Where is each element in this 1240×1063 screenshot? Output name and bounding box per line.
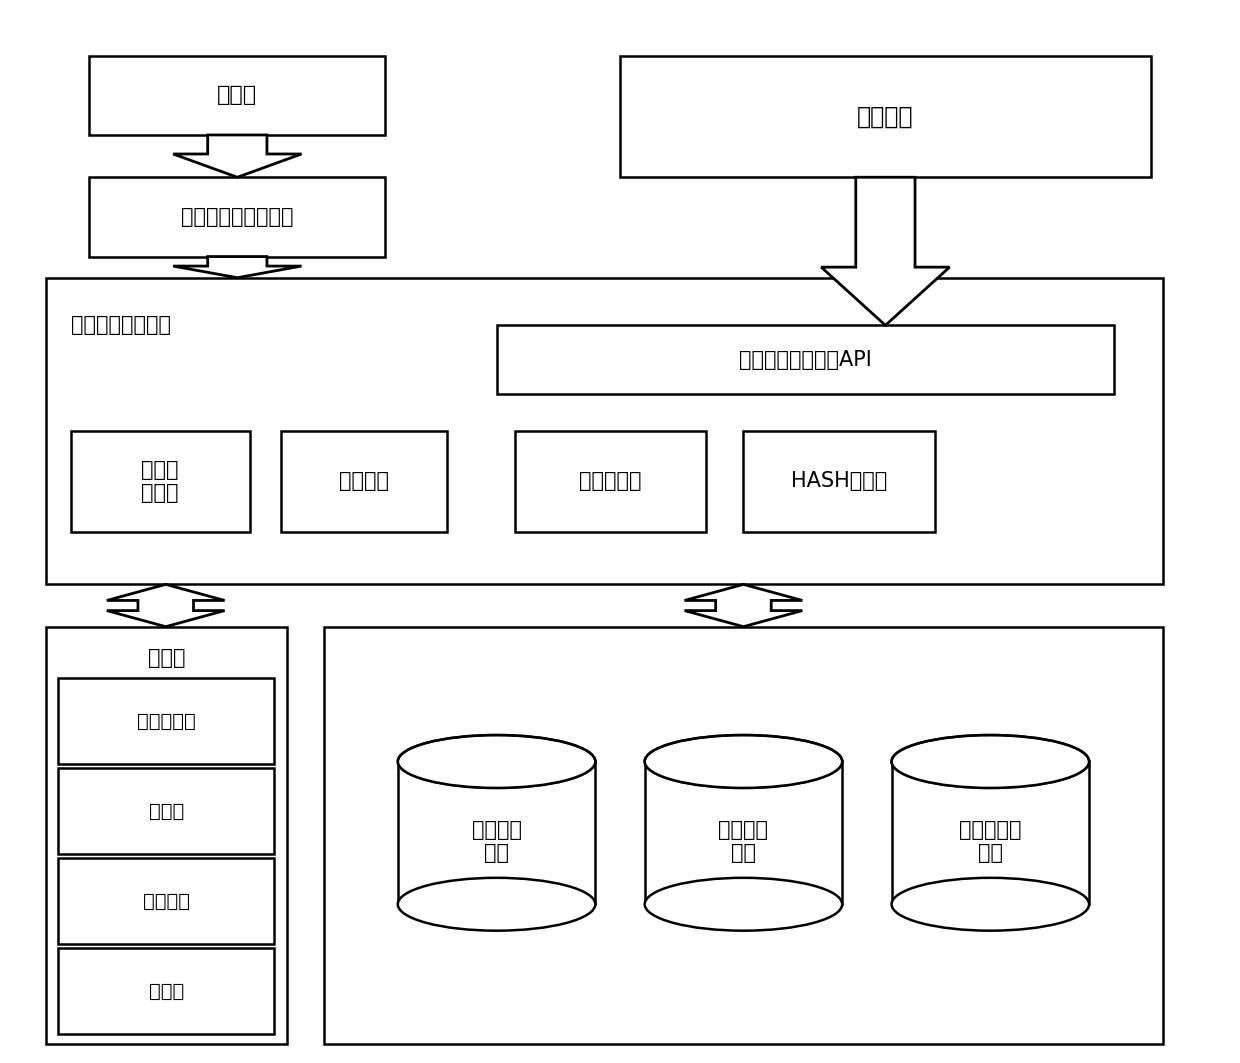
Text: 权限管理: 权限管理 <box>339 471 389 491</box>
Polygon shape <box>684 585 802 627</box>
FancyBboxPatch shape <box>58 769 274 854</box>
Text: 元数据表: 元数据表 <box>143 892 190 911</box>
Ellipse shape <box>645 878 842 931</box>
Text: 外部应用: 外部应用 <box>857 104 914 129</box>
Ellipse shape <box>892 735 1089 788</box>
Ellipse shape <box>398 878 595 931</box>
Text: 数据库: 数据库 <box>148 648 185 669</box>
FancyBboxPatch shape <box>645 761 842 905</box>
FancyBboxPatch shape <box>280 431 448 532</box>
FancyBboxPatch shape <box>398 761 595 905</box>
FancyBboxPatch shape <box>324 627 1163 1044</box>
FancyBboxPatch shape <box>58 858 274 944</box>
Text: 资源统一集中存储API: 资源统一集中存储API <box>739 350 872 370</box>
Ellipse shape <box>645 735 842 788</box>
Polygon shape <box>107 585 224 627</box>
Ellipse shape <box>398 735 595 788</box>
FancyBboxPatch shape <box>744 431 935 532</box>
Text: 分块存储、断点续传: 分块存储、断点续传 <box>181 207 294 226</box>
FancyBboxPatch shape <box>89 178 386 256</box>
Text: 分布式文件
系统: 分布式文件 系统 <box>959 820 1022 863</box>
Ellipse shape <box>892 878 1089 931</box>
Text: 网络文件
系统: 网络文件 系统 <box>718 820 769 863</box>
FancyBboxPatch shape <box>58 678 274 764</box>
Text: 存储区域表: 存储区域表 <box>136 712 196 730</box>
Text: 容器表: 容器表 <box>149 981 184 1000</box>
Text: 本地文件
系统: 本地文件 系统 <box>471 820 522 863</box>
Polygon shape <box>174 256 301 277</box>
FancyBboxPatch shape <box>496 325 1114 394</box>
FancyBboxPatch shape <box>89 55 386 135</box>
Polygon shape <box>821 178 950 325</box>
Text: HASH值比较: HASH值比较 <box>791 471 888 491</box>
Text: 应用存储业务服务: 应用存储业务服务 <box>71 316 171 335</box>
Text: 客户端: 客户端 <box>217 85 258 105</box>
FancyBboxPatch shape <box>71 431 249 532</box>
Text: 存储表: 存储表 <box>149 802 184 821</box>
Text: 元数据存储: 元数据存储 <box>579 471 642 491</box>
FancyBboxPatch shape <box>46 277 1163 585</box>
FancyBboxPatch shape <box>58 948 274 1034</box>
FancyBboxPatch shape <box>620 55 1151 178</box>
FancyBboxPatch shape <box>46 627 286 1044</box>
FancyBboxPatch shape <box>892 761 1089 905</box>
FancyBboxPatch shape <box>515 431 707 532</box>
Text: 虚拟存
储容器: 虚拟存 储容器 <box>141 459 179 503</box>
Polygon shape <box>174 135 301 178</box>
